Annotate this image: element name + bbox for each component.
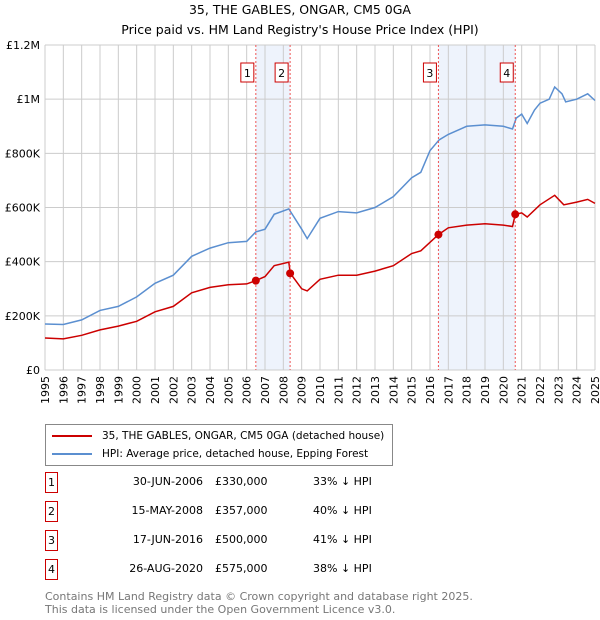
x-tick-label: 2003 bbox=[186, 376, 199, 404]
sale-number: 2 bbox=[45, 501, 58, 522]
x-tick-label: 2000 bbox=[131, 376, 144, 404]
y-tick-label: £400K bbox=[5, 256, 41, 269]
x-tick-label: 2025 bbox=[589, 376, 600, 404]
sale-point[interactable] bbox=[511, 210, 520, 219]
x-tick-label: 2024 bbox=[571, 376, 584, 404]
x-tick-label: 2011 bbox=[332, 376, 345, 404]
x-tick-label: 2001 bbox=[149, 376, 162, 404]
x-tick-label: 1997 bbox=[76, 376, 89, 404]
sale-number: 4 bbox=[45, 559, 58, 580]
x-tick-label: 2007 bbox=[259, 376, 272, 404]
y-tick-label: £1.2M bbox=[6, 39, 40, 52]
red-line-swatch bbox=[52, 435, 92, 437]
sale-date: 30-JUN-2006 bbox=[132, 475, 203, 488]
sale-label: 4 bbox=[503, 67, 510, 80]
x-tick-label: 2005 bbox=[222, 376, 235, 404]
sale-label-box bbox=[422, 62, 437, 83]
x-tick-label: 1998 bbox=[94, 376, 107, 404]
y-tick-label: £1M bbox=[17, 93, 41, 106]
x-tick-label: 1999 bbox=[112, 376, 125, 404]
price-chart: 35, THE GABLES, ONGAR, CM5 0GA Price pai… bbox=[5, 2, 600, 404]
hpi-delta: 38% ↓ HPI bbox=[313, 562, 372, 575]
sale-date: 15-MAY-2008 bbox=[131, 504, 203, 517]
sale-price: £330,000 bbox=[215, 475, 268, 488]
sale-date: 26-AUG-2020 bbox=[129, 562, 203, 575]
sale-label: 2 bbox=[278, 67, 285, 80]
sale-point[interactable] bbox=[286, 269, 295, 278]
footer: Contains HM Land Registry data © Crown c… bbox=[45, 590, 473, 616]
x-tick-label: 2021 bbox=[516, 376, 529, 404]
x-tick-label: 2014 bbox=[387, 376, 400, 404]
sale-price: £357,000 bbox=[215, 504, 268, 517]
sale-number: 1 bbox=[45, 472, 58, 493]
x-tick-label: 2009 bbox=[296, 376, 309, 404]
y-tick-label: £200K bbox=[5, 310, 41, 323]
chart-title: 35, THE GABLES, ONGAR, CM5 0GA bbox=[189, 2, 411, 17]
sale-number: 3 bbox=[45, 530, 58, 551]
y-tick-label: £600K bbox=[5, 202, 41, 215]
licence-text: This data is licensed under the Open Gov… bbox=[45, 603, 396, 616]
sale-point[interactable] bbox=[251, 276, 260, 285]
hpi-line bbox=[44, 85, 596, 326]
x-tick-label: 2015 bbox=[406, 376, 419, 404]
x-tick-label: 1995 bbox=[39, 376, 52, 404]
x-tick-label: 2006 bbox=[241, 376, 254, 404]
sale-price: £500,000 bbox=[215, 533, 268, 546]
sale-label: 3 bbox=[426, 67, 433, 80]
sale-label-box bbox=[274, 62, 289, 83]
hpi-delta: 33% ↓ HPI bbox=[313, 475, 372, 488]
legend-label: HPI: Average price, detached house, Eppi… bbox=[102, 448, 369, 460]
hpi-delta: 40% ↓ HPI bbox=[313, 504, 372, 517]
table-row: 4 26-AUG-2020 £575,000 38% ↓ HPI bbox=[45, 559, 445, 581]
x-tick-label: 2004 bbox=[204, 376, 217, 404]
x-tick-label: 2010 bbox=[314, 376, 327, 404]
sale-label-box bbox=[240, 62, 255, 83]
table-row: 1 30-JUN-2006 £330,000 33% ↓ HPI bbox=[45, 472, 445, 494]
x-tick-label: 2012 bbox=[351, 376, 364, 404]
sale-date: 17-JUN-2016 bbox=[132, 533, 203, 546]
hpi-delta: 41% ↓ HPI bbox=[313, 533, 372, 546]
sale-point[interactable] bbox=[434, 230, 443, 239]
legend-label: 35, THE GABLES, ONGAR, CM5 0GA (detached… bbox=[102, 430, 385, 442]
legend-item-property: 35, THE GABLES, ONGAR, CM5 0GA (detached… bbox=[52, 430, 384, 442]
x-tick-label: 2022 bbox=[534, 376, 547, 404]
x-tick-label: 2017 bbox=[442, 376, 455, 404]
sale-label: 1 bbox=[244, 67, 251, 80]
blue-line-swatch bbox=[52, 453, 92, 455]
x-tick-label: 2019 bbox=[479, 376, 492, 404]
y-tick-label: £0 bbox=[26, 364, 40, 377]
x-tick-label: 1996 bbox=[57, 376, 70, 404]
table-row: 3 17-JUN-2016 £500,000 41% ↓ HPI bbox=[45, 530, 445, 552]
x-tick-label: 2020 bbox=[497, 376, 510, 404]
x-tick-label: 2016 bbox=[424, 376, 437, 404]
chart-subtitle: Price paid vs. HM Land Registry's House … bbox=[121, 22, 478, 37]
x-tick-label: 2013 bbox=[369, 376, 382, 404]
price-paid-line bbox=[44, 194, 596, 340]
x-tick-label: 2023 bbox=[552, 376, 565, 404]
x-tick-label: 2008 bbox=[277, 376, 290, 404]
table-row: 2 15-MAY-2008 £357,000 40% ↓ HPI bbox=[45, 501, 445, 523]
x-tick-label: 2002 bbox=[167, 376, 180, 404]
copyright-text: Contains HM Land Registry data © Crown c… bbox=[45, 590, 473, 603]
legend-item-hpi: HPI: Average price, detached house, Eppi… bbox=[52, 448, 368, 460]
legend: 35, THE GABLES, ONGAR, CM5 0GA (detached… bbox=[45, 424, 393, 466]
x-tick-label: 2018 bbox=[461, 376, 474, 404]
sale-label-box bbox=[499, 62, 514, 83]
sale-price: £575,000 bbox=[215, 562, 268, 575]
y-tick-label: £800K bbox=[5, 147, 41, 160]
